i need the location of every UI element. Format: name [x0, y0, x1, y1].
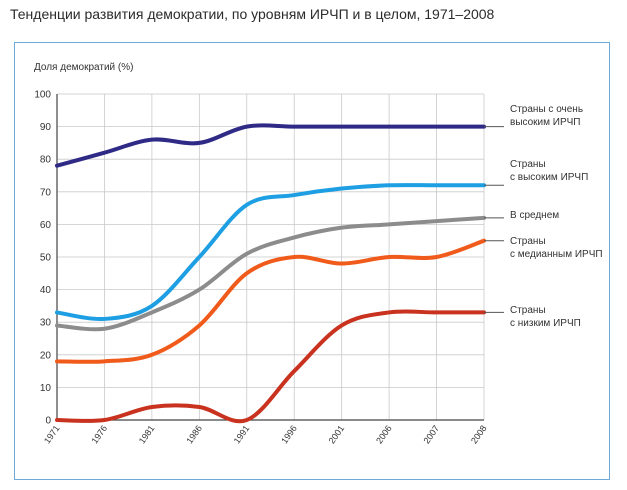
y-tick-label: 30: [40, 318, 52, 329]
y-tick-label: 80: [40, 155, 52, 166]
legend: Страны с очень высоким ИРЧП Страны с высоки…: [484, 104, 603, 329]
y-tick-label: 50: [40, 253, 52, 264]
legend-entry-label: Страны с очень: [510, 104, 583, 115]
legend-entry-label: Страны: [510, 236, 546, 247]
legend-entry-label: с высоким ИРЧП: [510, 172, 588, 183]
y-tick-label: 70: [40, 187, 52, 198]
chart-title: Тенденции развития демократии, по уровня…: [10, 6, 495, 22]
y-tick-label: 0: [45, 416, 51, 427]
axes: [56, 94, 484, 421]
y-tick-label: 10: [40, 383, 52, 394]
x-tick-label: 2008: [469, 423, 489, 445]
y-ticks: 0 10 20 30 40 50 60 70 80 90 100: [34, 90, 51, 427]
x-ticks: 1971 1976 1981 1986 1991 1996 2001 2006 2007 2008: [42, 423, 489, 445]
x-tick-label: 1981: [137, 423, 157, 445]
x-tick-label: 2007: [422, 423, 442, 445]
x-tick-label: 2001: [327, 423, 347, 445]
series-group: [55, 123, 486, 424]
x-tick-label: 2006: [374, 423, 394, 445]
y-tick-label: 60: [40, 220, 52, 231]
legend-entry-label: В среднем: [510, 210, 559, 221]
series-line-3: [55, 238, 486, 364]
chart-frame: [14, 42, 610, 480]
legend-entry-label: с низким ИРЧП: [510, 318, 581, 329]
x-tick-label: 1971: [42, 423, 62, 445]
series-line-1: [55, 183, 486, 322]
series-line-0: [55, 123, 486, 168]
x-tick-label: 1986: [184, 423, 204, 445]
series-line-4: [55, 309, 486, 424]
y-tick-label: 20: [40, 350, 52, 361]
legend-entry-label: Страны: [510, 305, 546, 316]
legend-entry-label: Страны: [510, 159, 546, 170]
y-tick-label: 40: [40, 285, 52, 296]
series-line-2: [55, 215, 486, 332]
legend-entry-label: высоким ИРЧП: [510, 117, 581, 128]
y-tick-label: 100: [34, 90, 51, 101]
y-axis-label: Доля демократий (%): [34, 62, 133, 73]
legend-entry-label: с медианным ИРЧП: [510, 249, 603, 260]
x-tick-label: 1996: [279, 423, 299, 445]
x-tick-label: 1991: [232, 423, 252, 445]
x-tick-label: 1976: [89, 423, 109, 445]
grid: [57, 93, 485, 420]
y-tick-label: 90: [40, 122, 52, 133]
